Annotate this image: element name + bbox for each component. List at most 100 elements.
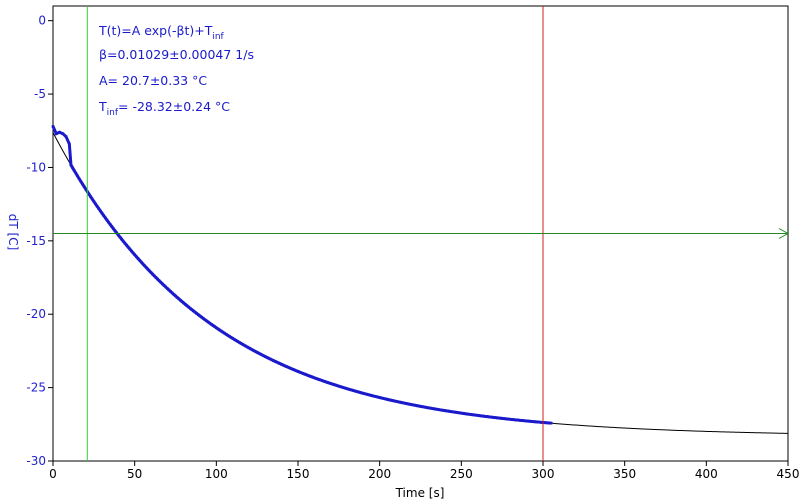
data-point bbox=[448, 410, 452, 413]
data-point bbox=[322, 379, 326, 383]
data-point bbox=[515, 418, 519, 422]
data-point bbox=[505, 417, 509, 421]
x-tick-label: 300 bbox=[532, 467, 555, 481]
data-point bbox=[205, 319, 208, 323]
data-point bbox=[290, 367, 293, 371]
data-point bbox=[357, 390, 360, 394]
data-point bbox=[486, 415, 489, 418]
x-axis-ticks: 0 50 100 150 200 250 300 350 400 450 bbox=[49, 461, 799, 481]
data-point bbox=[169, 290, 172, 293]
data-point bbox=[219, 329, 223, 333]
data-point bbox=[110, 225, 114, 228]
y-axis-ticks: 0 -5 -10 -15 -20 -25 -30 bbox=[26, 14, 53, 468]
data-point bbox=[131, 251, 135, 255]
data-point bbox=[474, 413, 478, 417]
data-point bbox=[92, 200, 96, 203]
data-point bbox=[314, 377, 318, 380]
data-point bbox=[97, 207, 101, 210]
data-point bbox=[242, 343, 246, 347]
data-point bbox=[512, 418, 515, 421]
data-point bbox=[427, 406, 430, 410]
data-point bbox=[525, 419, 528, 423]
data-point bbox=[396, 400, 399, 403]
data-point bbox=[523, 419, 527, 423]
data-point bbox=[250, 348, 254, 352]
data-point bbox=[397, 400, 401, 404]
data-point bbox=[285, 365, 288, 368]
data-point bbox=[533, 420, 537, 424]
data-point bbox=[61, 132, 65, 135]
data-point bbox=[159, 280, 163, 284]
data-point bbox=[185, 304, 189, 307]
data-point bbox=[381, 397, 385, 400]
data-point bbox=[348, 388, 352, 391]
data-point bbox=[71, 166, 74, 170]
data-point bbox=[113, 229, 117, 233]
data-point bbox=[255, 351, 259, 354]
data-point bbox=[79, 179, 83, 183]
fit-beta: β=0.01029±0.00047 1/s bbox=[99, 47, 254, 62]
data-point bbox=[249, 347, 252, 351]
data-point bbox=[146, 267, 150, 271]
data-point bbox=[455, 411, 458, 414]
data-point bbox=[535, 420, 538, 424]
data-point bbox=[366, 393, 370, 396]
data-point bbox=[358, 391, 362, 394]
data-point bbox=[82, 185, 86, 188]
data-point bbox=[229, 336, 233, 339]
data-point bbox=[451, 410, 455, 414]
data-point bbox=[231, 337, 234, 340]
data-point bbox=[180, 300, 184, 303]
data-point bbox=[373, 395, 377, 398]
data-point bbox=[264, 355, 267, 358]
data-point bbox=[518, 419, 522, 422]
data-point bbox=[422, 405, 426, 409]
data-point bbox=[494, 416, 497, 419]
data-point bbox=[224, 332, 228, 336]
data-point bbox=[262, 354, 265, 358]
data-point bbox=[380, 396, 383, 400]
data-point bbox=[151, 272, 154, 276]
data-point bbox=[188, 307, 192, 310]
data-point bbox=[540, 421, 543, 424]
data-point bbox=[425, 406, 429, 409]
x-tick-label: 350 bbox=[613, 467, 636, 481]
data-point bbox=[478, 414, 481, 417]
data-point bbox=[433, 407, 437, 411]
data-point bbox=[546, 421, 550, 425]
data-point bbox=[435, 407, 439, 411]
data-point bbox=[360, 391, 363, 395]
data-point bbox=[107, 220, 110, 224]
data-point bbox=[257, 351, 261, 355]
data-point bbox=[118, 235, 122, 239]
data-point bbox=[138, 258, 141, 262]
data-point bbox=[484, 415, 488, 418]
data-point bbox=[352, 389, 355, 392]
data-point bbox=[327, 381, 331, 385]
data-point bbox=[404, 402, 408, 405]
data-point bbox=[152, 274, 156, 278]
data-point bbox=[495, 416, 499, 420]
data-point bbox=[170, 291, 174, 295]
data-point bbox=[326, 381, 329, 384]
data-point bbox=[384, 397, 388, 401]
data-point bbox=[105, 218, 109, 222]
data-point bbox=[128, 247, 132, 251]
data-point bbox=[497, 416, 501, 420]
data-point bbox=[69, 163, 73, 167]
y-tick-label: -10 bbox=[26, 160, 46, 174]
data-point bbox=[234, 339, 238, 342]
data-point bbox=[334, 383, 337, 387]
data-point bbox=[260, 353, 264, 357]
data-point bbox=[84, 187, 87, 191]
data-point bbox=[321, 379, 324, 383]
data-point bbox=[458, 411, 461, 415]
data-point bbox=[304, 373, 308, 376]
data-point bbox=[295, 369, 298, 373]
data-point bbox=[464, 412, 468, 416]
data-point bbox=[112, 227, 115, 231]
data-point bbox=[226, 334, 230, 337]
data-point bbox=[135, 255, 138, 258]
data-point bbox=[286, 366, 290, 369]
data-point bbox=[340, 385, 344, 389]
